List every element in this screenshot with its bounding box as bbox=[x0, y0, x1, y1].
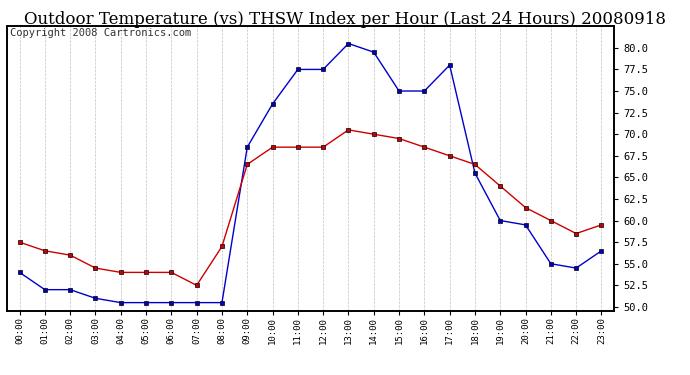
Text: Copyright 2008 Cartronics.com: Copyright 2008 Cartronics.com bbox=[10, 28, 191, 38]
Text: Outdoor Temperature (vs) THSW Index per Hour (Last 24 Hours) 20080918: Outdoor Temperature (vs) THSW Index per … bbox=[24, 11, 666, 28]
